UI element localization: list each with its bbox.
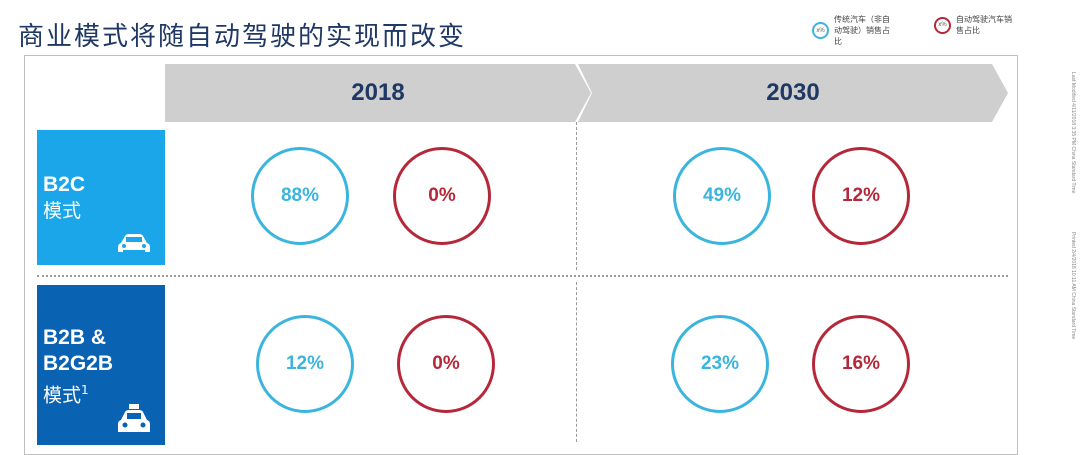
b2c-2030-traditional-share: 49% — [673, 147, 771, 245]
b2b-2030-traditional-share: 23% — [671, 315, 769, 413]
legend-autonomous-label: 自动驾驶汽车销售占比 — [956, 15, 1012, 35]
year-label-2018: 2018 — [351, 79, 405, 106]
row-b2c-title: B2C 模式 — [43, 172, 85, 224]
legend-autonomous-marker: x% — [934, 16, 951, 34]
row-b2c-name: B2C — [43, 173, 86, 196]
legend-traditional-label: 传统汽车（非自动驾驶）销售占比 — [834, 15, 890, 46]
year-header-2030: 2030 — [578, 64, 1008, 122]
year-divider — [576, 282, 577, 442]
row-label-b2b: B2B & B2G2B 模式1 — [37, 285, 165, 445]
year-divider — [576, 122, 577, 270]
b2c-2030-autonomous-share: 12% — [812, 147, 910, 245]
legend-traditional-marker: x% — [812, 22, 829, 39]
page-title: 商业模式将随自动驾驶的实现而改变 — [18, 22, 467, 52]
side-note-printed: Printed 2/4/2018 10:11 AM China Standard… — [1070, 232, 1076, 340]
car-icon — [118, 234, 150, 252]
chevron-arrow-icon — [165, 64, 591, 122]
row-b2b-mode-line: 模式1 — [43, 377, 113, 408]
row-b2b-footnote: 1 — [81, 383, 89, 397]
chevron-arrow-icon — [578, 64, 1008, 122]
b2c-2018-traditional-share: 88% — [251, 147, 349, 245]
taxi-icon — [118, 404, 150, 432]
legend-traditional: x% 传统汽车（非自动驾驶）销售占比 — [812, 14, 894, 47]
row-b2b-title: B2B & B2G2B 模式1 — [43, 325, 113, 408]
row-label-b2c: B2C 模式 — [37, 130, 165, 265]
side-note-modified: Last Modified 4/11/2018 3:35 PM China St… — [1070, 72, 1076, 194]
b2b-2018-autonomous-share: 0% — [397, 315, 495, 413]
legend-autonomous: x% 自动驾驶汽车销售占比 — [934, 14, 1016, 36]
row-divider — [37, 275, 1008, 277]
b2b-2018-traditional-share: 12% — [256, 315, 354, 413]
row-b2b-name-line2: B2G2B — [43, 352, 114, 375]
year-header-2018: 2018 — [165, 64, 591, 122]
year-label-2030: 2030 — [766, 79, 820, 106]
b2c-2018-autonomous-share: 0% — [393, 147, 491, 245]
row-b2b-mode: 模式 — [43, 384, 82, 407]
row-b2c-mode: 模式 — [43, 200, 82, 222]
row-b2b-name-line1: B2B & — [43, 326, 107, 349]
b2b-2030-autonomous-share: 16% — [812, 315, 910, 413]
